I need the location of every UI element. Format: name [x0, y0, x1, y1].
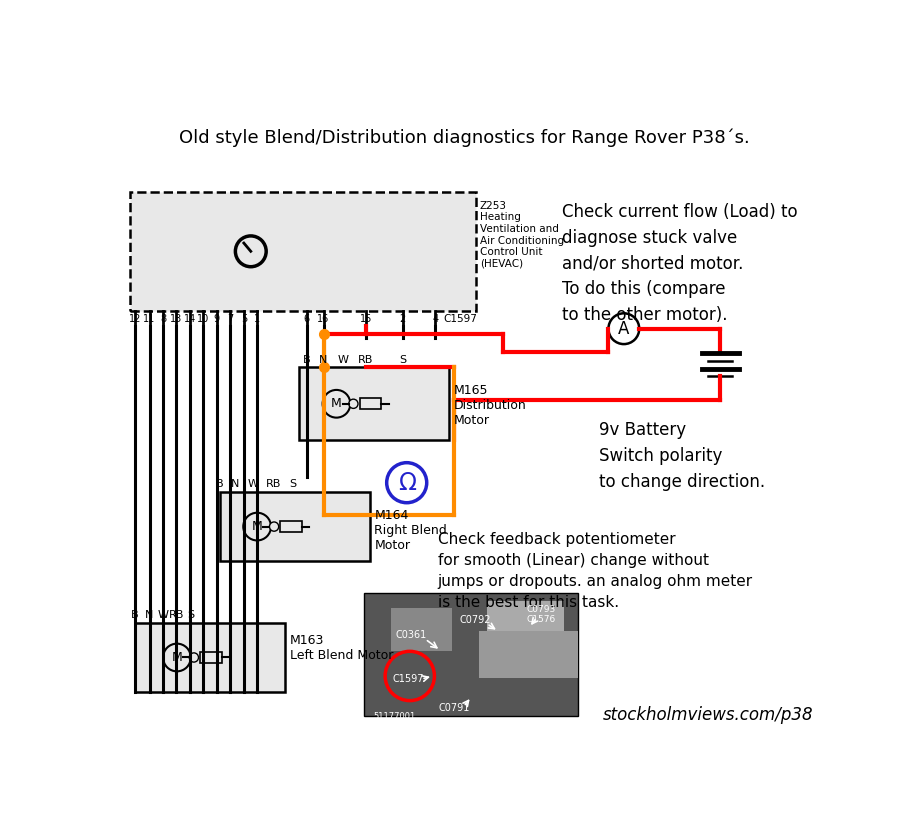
- Text: B: B: [216, 479, 223, 490]
- Text: C1597: C1597: [393, 674, 424, 684]
- Bar: [487, 600, 564, 631]
- Bar: [280, 521, 302, 532]
- Text: 4: 4: [432, 313, 438, 323]
- Text: 9v Battery
Switch polarity
to change direction.: 9v Battery Switch polarity to change dir…: [600, 421, 766, 490]
- Circle shape: [323, 390, 350, 418]
- Circle shape: [269, 522, 278, 531]
- Text: N: N: [145, 610, 153, 620]
- Text: Old style Blend/Distribution diagnostics for Range Rover P38´s.: Old style Blend/Distribution diagnostics…: [180, 128, 750, 147]
- Text: W: W: [337, 355, 348, 365]
- Bar: [359, 399, 381, 409]
- Text: 6: 6: [304, 313, 309, 323]
- Text: Z253
Heating
Ventilation and
Air Conditioning
Control Unit
(HEVAC): Z253 Heating Ventilation and Air Conditi…: [480, 201, 564, 269]
- Circle shape: [609, 313, 639, 344]
- Text: M: M: [331, 397, 342, 410]
- Text: 2: 2: [400, 313, 406, 323]
- Text: 12: 12: [129, 313, 141, 323]
- Text: M: M: [252, 520, 262, 533]
- Bar: [364, 593, 578, 716]
- Text: W: W: [248, 479, 258, 490]
- Text: W: W: [158, 610, 169, 620]
- Text: C0793
C1576: C0793 C1576: [526, 605, 555, 624]
- Text: S: S: [399, 355, 406, 365]
- Bar: [200, 653, 221, 663]
- Text: Check current flow (Load) to
diagnose stuck valve
and/or shorted motor.
To do th: Check current flow (Load) to diagnose st…: [562, 203, 798, 324]
- Text: 10: 10: [198, 313, 210, 323]
- Text: 16: 16: [317, 313, 329, 323]
- Text: RB: RB: [169, 610, 184, 620]
- Circle shape: [163, 643, 190, 672]
- Text: S: S: [289, 479, 297, 490]
- Bar: [391, 608, 452, 651]
- Text: C0361: C0361: [395, 630, 427, 640]
- Text: S: S: [187, 610, 194, 620]
- Bar: [135, 623, 285, 692]
- Text: 51177001: 51177001: [374, 711, 415, 720]
- Text: 8: 8: [161, 313, 167, 323]
- Text: A: A: [619, 320, 629, 337]
- Text: 7: 7: [228, 313, 233, 323]
- Text: 1: 1: [254, 313, 260, 323]
- Text: M164
Right Blend
Motor: M164 Right Blend Motor: [375, 509, 447, 552]
- Text: C0792: C0792: [460, 614, 491, 624]
- Text: C1597: C1597: [443, 313, 477, 323]
- Text: C0791: C0791: [439, 703, 470, 714]
- Bar: [130, 192, 476, 311]
- Text: RB: RB: [266, 479, 281, 490]
- Bar: [479, 631, 578, 677]
- Text: 9: 9: [213, 313, 219, 323]
- Text: B: B: [132, 610, 139, 620]
- Text: RB: RB: [358, 355, 374, 365]
- Text: Ω: Ω: [397, 471, 415, 495]
- Text: N: N: [319, 355, 327, 365]
- Text: 14: 14: [184, 313, 197, 323]
- Text: M: M: [171, 651, 182, 664]
- Text: stockholmviews.com/p38: stockholmviews.com/p38: [603, 706, 814, 724]
- Text: M165
Distribution
Motor: M165 Distribution Motor: [454, 384, 526, 427]
- Bar: [299, 367, 449, 440]
- Text: N: N: [230, 479, 239, 490]
- Circle shape: [190, 653, 199, 662]
- Circle shape: [386, 462, 426, 503]
- Circle shape: [349, 399, 358, 409]
- Text: 11: 11: [143, 313, 156, 323]
- Text: Check feedback potentiometer
for smooth (Linear) change without
jumps or dropout: Check feedback potentiometer for smooth …: [437, 532, 753, 610]
- Bar: [219, 492, 370, 562]
- Circle shape: [243, 513, 271, 541]
- Text: 15: 15: [360, 313, 372, 323]
- Text: 13: 13: [171, 313, 182, 323]
- Text: 5: 5: [241, 313, 248, 323]
- Text: M163
Left Blend Motor: M163 Left Blend Motor: [289, 634, 393, 662]
- Text: B: B: [303, 355, 310, 365]
